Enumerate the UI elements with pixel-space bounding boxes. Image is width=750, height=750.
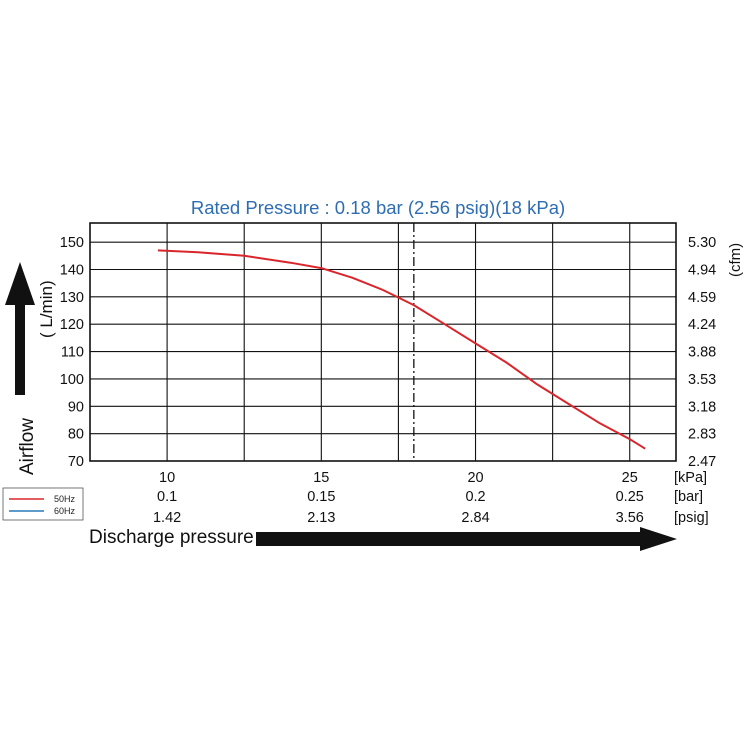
y-tick-right: 2.83 <box>688 427 716 443</box>
y-tick-right: 4.59 <box>688 290 716 306</box>
x-tick-label: 25 <box>622 470 638 486</box>
x-tick-label: 15 <box>313 470 329 486</box>
legend-60hz-label: 60Hz <box>54 506 76 516</box>
x-tick-label: 2.84 <box>461 510 489 526</box>
grid <box>90 223 676 462</box>
x-tick-label: 0.25 <box>616 489 644 505</box>
x-tick-label: 2.13 <box>307 510 335 526</box>
x-tick-labels: 10 15 20 25 [kPa] 0.1 0.15 0.2 0.25 [bar] 1.42 2.13… <box>153 470 709 526</box>
discharge-arrow-icon <box>256 527 677 551</box>
y-tick-left: 120 <box>60 317 84 333</box>
y-tick-left: 100 <box>60 372 84 388</box>
y-tick-right: 4.24 <box>688 317 716 333</box>
y-tick-left: 130 <box>60 290 84 306</box>
x-tick-label: 0.2 <box>465 489 485 505</box>
series-lines <box>157 249 646 450</box>
y-axis-label: Airflow <box>17 418 38 475</box>
right-y-tick-labels: 2.47 2.83 3.18 3.53 3.88 4.24 4.59 4.94 5.30 <box>688 235 716 470</box>
left-y-tick-labels: 70 80 90 100 110 120 130 140 150 <box>60 235 84 470</box>
legend-box <box>2 487 84 521</box>
x-tick-label: 20 <box>467 470 483 486</box>
x-tick-label: 0.1 <box>157 489 177 505</box>
y-tick-right: 2.47 <box>688 454 716 470</box>
x-unit-label: [psig] <box>674 510 709 526</box>
series-line-50hz <box>157 249 646 450</box>
y-tick-left: 80 <box>68 427 84 443</box>
y-tick-left: 110 <box>61 345 84 361</box>
legend-50hz-label: 50Hz <box>54 494 76 504</box>
y-tick-right: 3.88 <box>688 345 716 361</box>
x-tick-label: 10 <box>159 470 175 486</box>
y-tick-right: 3.53 <box>688 372 716 388</box>
airflow-arrow-icon <box>5 262 35 395</box>
y-tick-left: 140 <box>60 263 84 279</box>
y-tick-right: 4.94 <box>688 263 716 279</box>
y-tick-left: 150 <box>60 235 84 251</box>
x-axis-label: Discharge pressure <box>89 527 254 548</box>
y-axis-unit-right: (cfm) <box>727 243 744 277</box>
x-unit-label: [bar] <box>674 489 703 505</box>
x-tick-label: 1.42 <box>153 510 181 526</box>
y-tick-left: 70 <box>68 454 84 470</box>
x-tick-label: 0.15 <box>307 489 335 505</box>
x-unit-label: [kPa] <box>674 470 707 486</box>
y-tick-right: 3.18 <box>688 399 716 415</box>
plot-frame <box>89 222 677 462</box>
y-tick-right: 5.30 <box>688 235 716 251</box>
y-tick-left: 90 <box>68 399 84 415</box>
legend: 50Hz 60Hz <box>2 487 84 521</box>
y-axis-unit-left: ( L/min) <box>37 280 56 338</box>
x-tick-label: 3.56 <box>616 510 644 526</box>
chart-title: Rated Pressure : 0.18 bar (2.56 psig)(18… <box>191 197 565 218</box>
